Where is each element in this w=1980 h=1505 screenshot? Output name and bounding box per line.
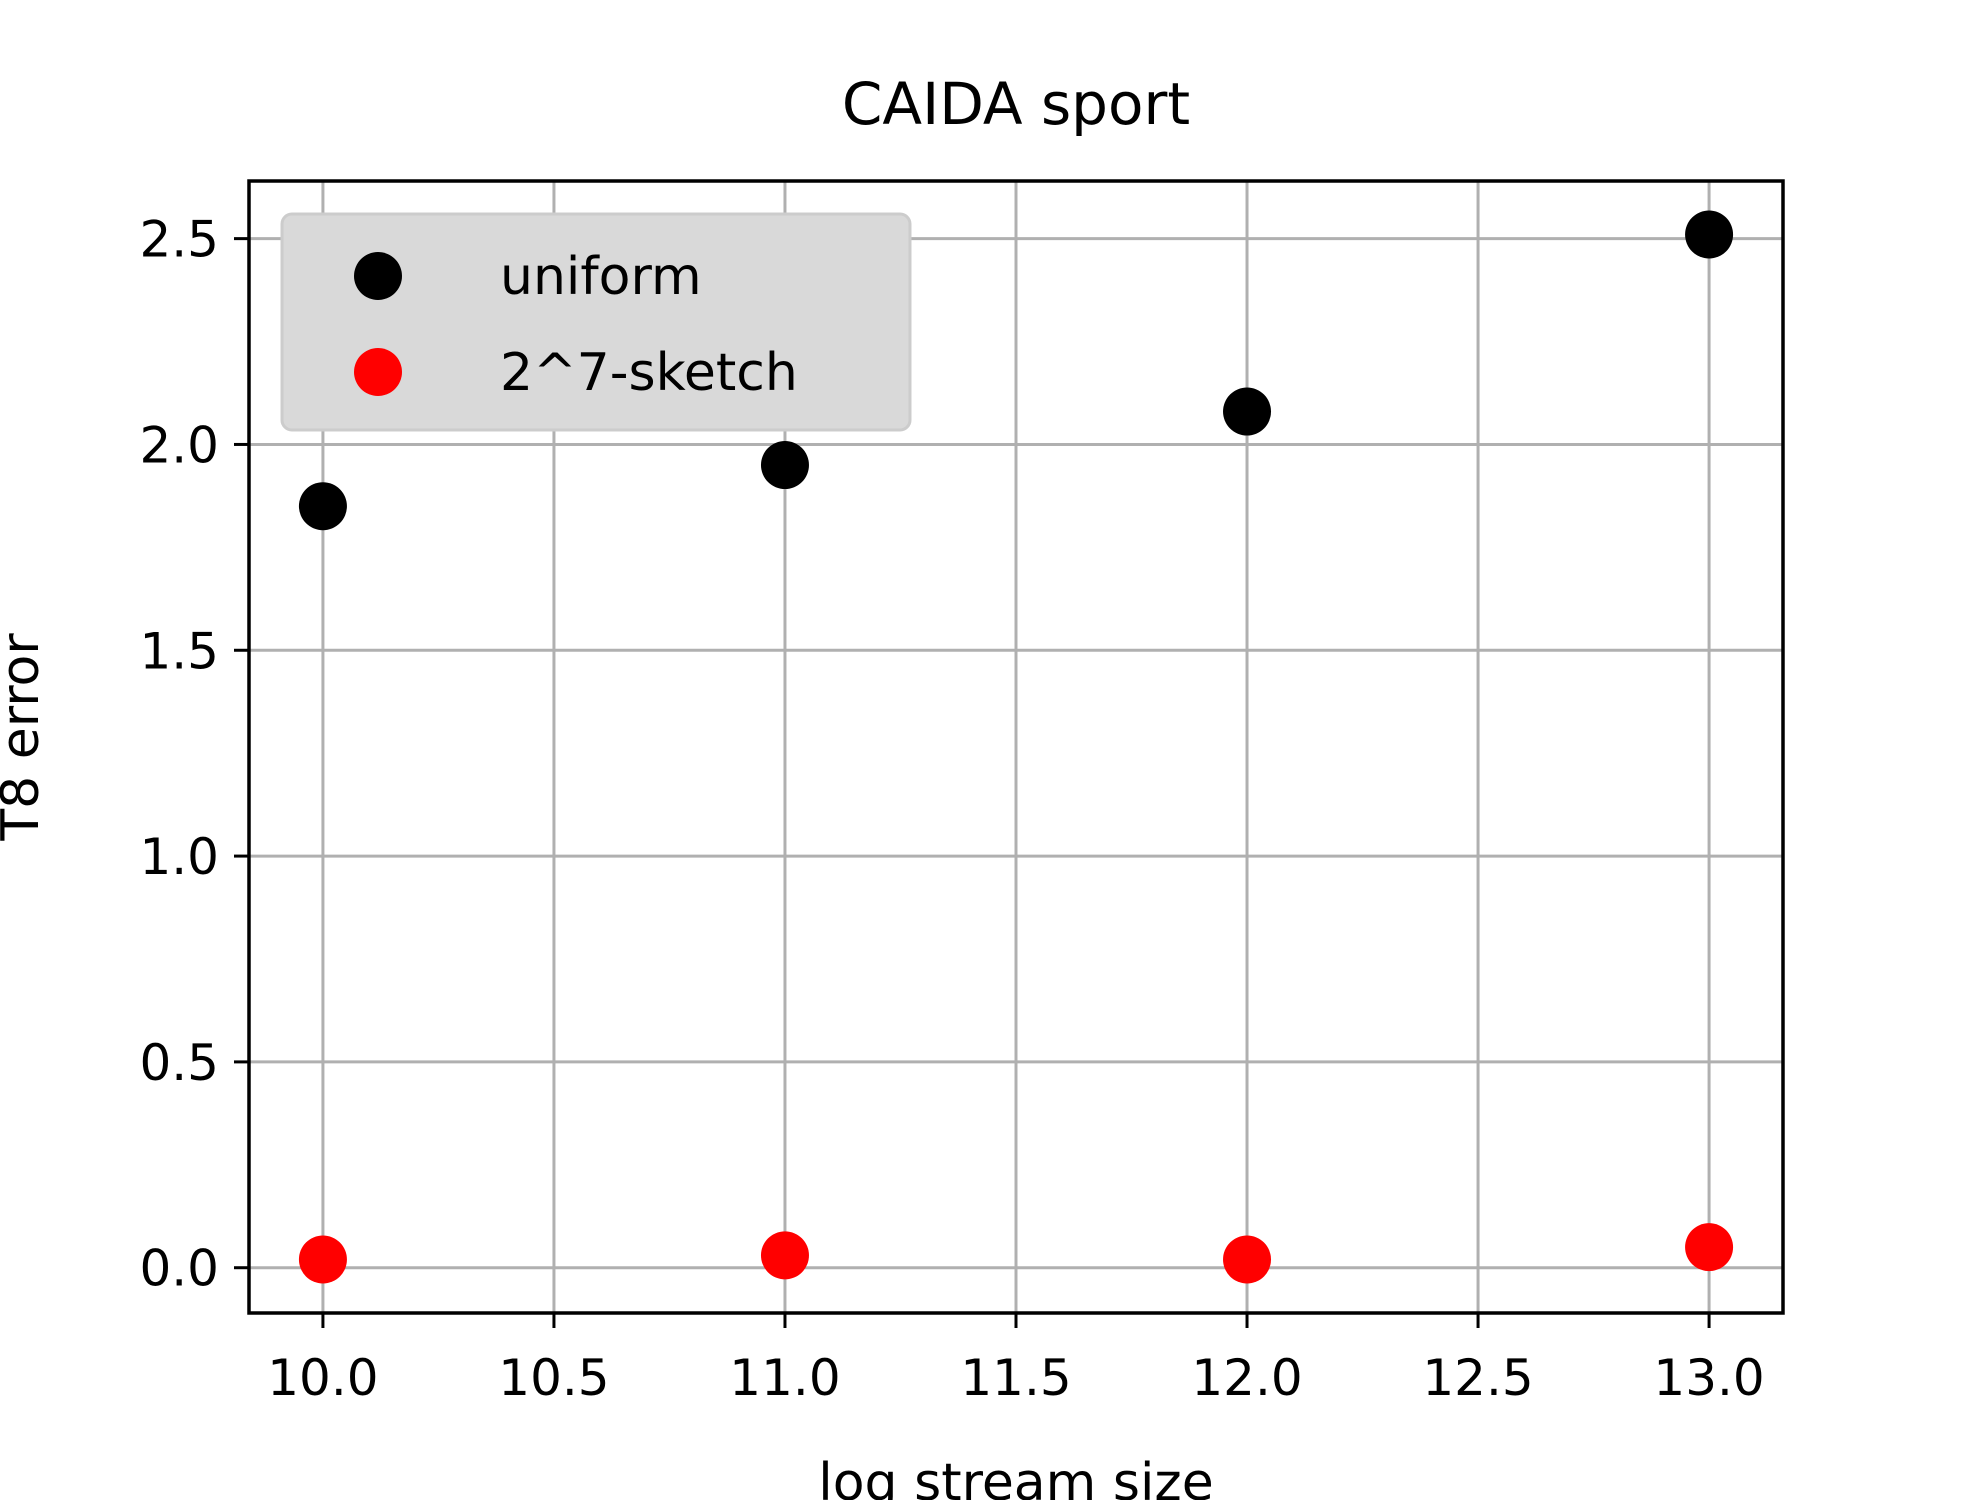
y-tick-label: 1.5	[139, 622, 219, 680]
data-point-sketch	[1223, 1235, 1272, 1284]
y-tick-label: 2.5	[139, 211, 219, 269]
data-point-sketch	[760, 1231, 809, 1280]
chart-title: CAIDA sport	[842, 70, 1190, 138]
y-tick-label: 2.0	[139, 416, 219, 474]
data-point-uniform	[760, 441, 809, 490]
data-point-uniform	[1685, 210, 1734, 259]
axes: 10.0 10.5 11.0 11.5 12.0 12.5 13.0 0.0 0.5 1.0 1.5…	[139, 179, 1785, 1407]
x-tick-label: 11.5	[960, 1349, 1071, 1407]
x-tick-label: 13.0	[1653, 1349, 1764, 1407]
data-point-sketch	[1685, 1223, 1734, 1272]
y-tick-label: 0.0	[139, 1240, 219, 1298]
legend-label: 2^7-sketch	[500, 343, 798, 403]
plot-frame	[247, 179, 1785, 1315]
x-axis-label: log stream size	[818, 1453, 1213, 1500]
data-point-uniform	[298, 482, 347, 531]
x-tick-label: 11.0	[729, 1349, 840, 1407]
data-point-uniform	[1223, 387, 1272, 436]
legend-box	[280, 212, 912, 432]
legend-marker	[354, 348, 402, 396]
legend-label: uniform	[500, 247, 702, 307]
legend: uniform 2^7-sketch	[280, 212, 912, 432]
x-tick-label: 10.5	[498, 1349, 609, 1407]
data-point-sketch	[298, 1235, 347, 1284]
x-tick-label: 12.0	[1191, 1349, 1302, 1407]
y-tick-label: 1.0	[139, 828, 219, 886]
x-tick-label: 10.0	[267, 1349, 378, 1407]
data-points	[298, 210, 1734, 1284]
legend-marker	[354, 252, 402, 300]
x-tick-label: 12.5	[1422, 1349, 1533, 1407]
y-tick-label: 0.5	[139, 1034, 219, 1092]
y-axis-label: T8 error	[0, 633, 51, 842]
